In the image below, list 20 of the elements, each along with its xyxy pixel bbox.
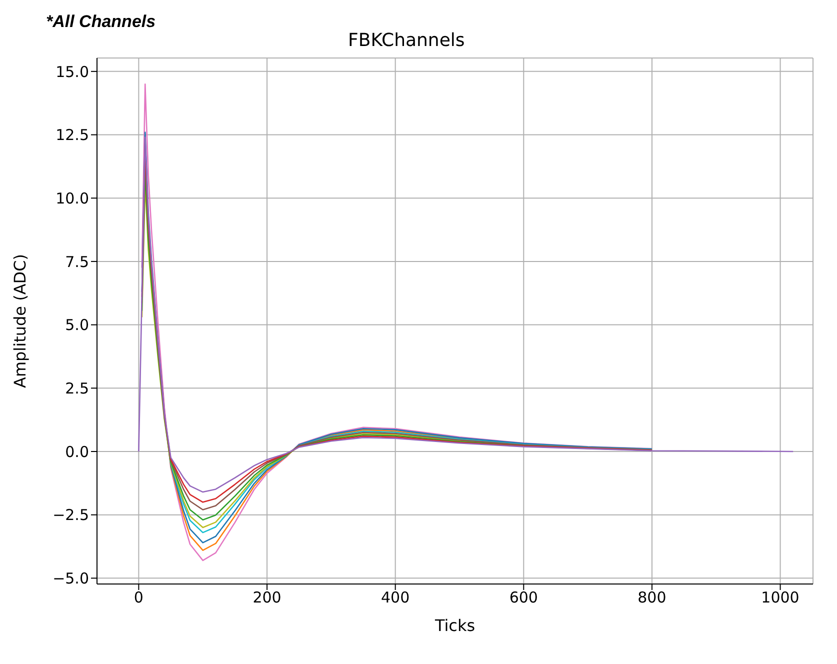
- y-tick-label: 0.0: [65, 442, 89, 461]
- chart-title: FBKChannels: [348, 30, 465, 51]
- y-tick-label: 2.5: [65, 379, 89, 398]
- y-tick-label: 10.0: [56, 189, 89, 208]
- x-tick-label: 800: [638, 588, 666, 607]
- y-tick-label: 5.0: [65, 316, 89, 334]
- text: *All Channels: [46, 12, 156, 32]
- y-tick-label: −2.5: [52, 506, 89, 524]
- x-axis-title: Ticks: [434, 616, 476, 635]
- y-axis-title: Amplitude (ADC): [10, 254, 30, 388]
- x-tick-label: 1000: [761, 588, 800, 607]
- line-series: [138, 136, 794, 493]
- y-tick-label: 12.5: [56, 126, 89, 144]
- y-tick-label: 15.0: [56, 62, 89, 81]
- x-tick-label: 600: [509, 588, 538, 607]
- x-tick-label: 0: [134, 588, 144, 607]
- y-tick-label: 7.5: [65, 252, 89, 271]
- x-tick-label: 200: [252, 588, 282, 607]
- x-tick-label: 400: [381, 588, 410, 607]
- y-tick-label: −5.0: [52, 569, 89, 588]
